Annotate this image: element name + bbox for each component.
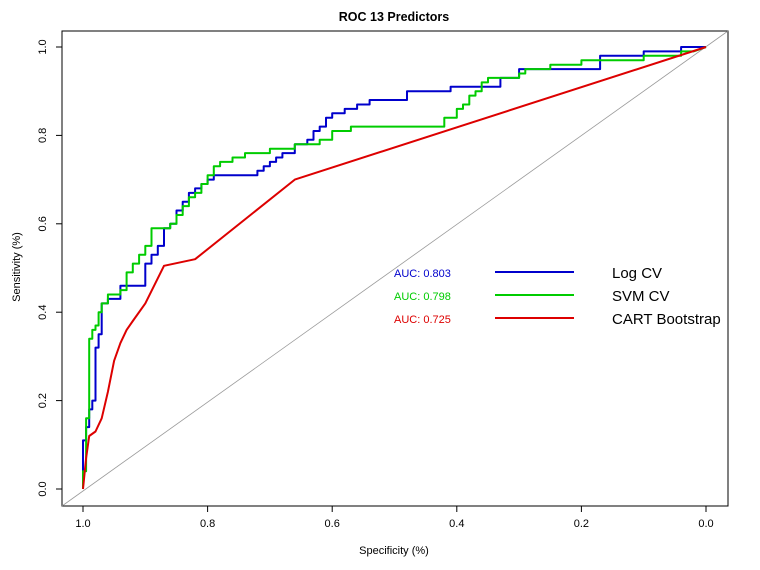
series-line-cart-bootstrap (82, 46, 707, 490)
x-axis-label: Specificity (%) (359, 545, 429, 557)
series-line-svm-cv (82, 46, 707, 489)
auc-label: AUC: 0.798 (394, 291, 451, 303)
legend-label: CART Bootstrap (612, 311, 721, 328)
x-tick-label: 1.0 (75, 518, 90, 530)
y-tick-label: 0.6 (37, 216, 49, 231)
series-layer (82, 46, 707, 490)
axes-layer: 1.0 0.8 0.6 0.4 0.2 0.0 0.0 0.2 0.4 0.6 0.8 1.0 (37, 30, 729, 530)
y-tick-label: 1.0 (37, 39, 49, 54)
y-tick-label: 0.0 (37, 481, 49, 496)
x-tick-label: 0.4 (449, 518, 464, 530)
y-tick-label: 0.4 (37, 305, 49, 320)
legend-label: SVM CV (612, 288, 670, 305)
x-tick-label: 0.0 (698, 518, 713, 530)
x-tick-label: 0.8 (200, 518, 215, 530)
x-tick-label: 0.6 (325, 518, 340, 530)
x-tick-label: 0.2 (574, 518, 589, 530)
y-tick-label: 0.2 (37, 393, 49, 408)
legend: Log CV SVM CV CART Bootstrap AUC: 0.803 AUC:… (394, 265, 721, 328)
reference-diagonal (61, 30, 729, 507)
chart-title: ROC 13 Predictors (339, 10, 450, 24)
auc-label: AUC: 0.725 (394, 314, 451, 326)
auc-label: AUC: 0.803 (394, 268, 451, 280)
y-tick-label: 0.8 (37, 128, 49, 143)
y-axis-label: Sensitivity (%) (11, 232, 23, 302)
legend-label: Log CV (612, 265, 662, 282)
